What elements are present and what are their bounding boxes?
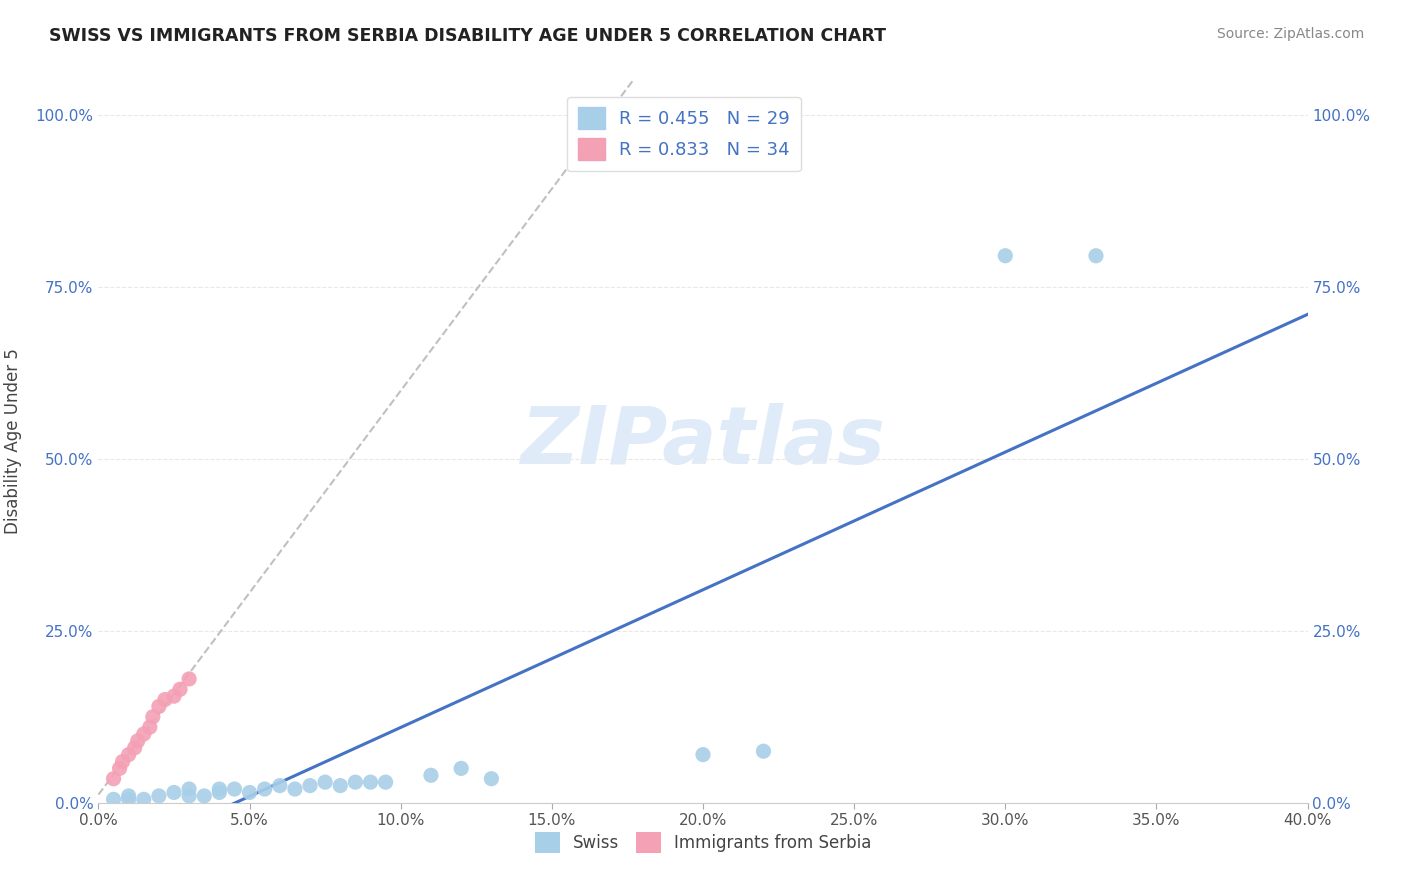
Point [329, 779, 352, 793]
Point [108, 761, 131, 775]
Point [344, 775, 367, 789]
Point [139, 720, 162, 734]
Legend: Swiss, Immigrants from Serbia: Swiss, Immigrants from Serbia [527, 826, 879, 860]
Point [692, 747, 714, 762]
Point [1085, 249, 1108, 263]
Point [208, 785, 231, 799]
Point [163, 689, 186, 703]
Text: Source: ZipAtlas.com: Source: ZipAtlas.com [1216, 27, 1364, 41]
Text: SWISS VS IMMIGRANTS FROM SERBIA DISABILITY AGE UNDER 5 CORRELATION CHART: SWISS VS IMMIGRANTS FROM SERBIA DISABILI… [49, 27, 886, 45]
Text: ZIPatlas: ZIPatlas [520, 402, 886, 481]
Point [284, 782, 307, 797]
Point [179, 782, 201, 797]
Point [124, 740, 146, 755]
Point [299, 779, 322, 793]
Point [360, 775, 382, 789]
Point [420, 768, 443, 782]
Point [179, 672, 201, 686]
Point [142, 710, 165, 724]
Point [169, 682, 191, 697]
Point [179, 789, 201, 803]
Point [193, 789, 215, 803]
Point [132, 727, 155, 741]
Point [481, 772, 503, 786]
Point [239, 785, 262, 799]
Point [314, 775, 336, 789]
Y-axis label: Disability Age Under 5: Disability Age Under 5 [4, 349, 21, 534]
Point [269, 779, 291, 793]
Point [118, 789, 141, 803]
Point [111, 755, 134, 769]
Point [253, 782, 276, 797]
Point [103, 792, 125, 806]
Point [224, 782, 246, 797]
Point [374, 775, 396, 789]
Point [163, 785, 186, 799]
Point [153, 692, 176, 706]
Point [148, 789, 170, 803]
Point [118, 747, 141, 762]
Point [994, 249, 1017, 263]
Point [148, 699, 170, 714]
Point [752, 744, 775, 758]
Point [208, 782, 231, 797]
Point [118, 792, 141, 806]
Point [103, 772, 125, 786]
Point [450, 761, 472, 775]
Point [132, 792, 155, 806]
Point [127, 734, 149, 748]
